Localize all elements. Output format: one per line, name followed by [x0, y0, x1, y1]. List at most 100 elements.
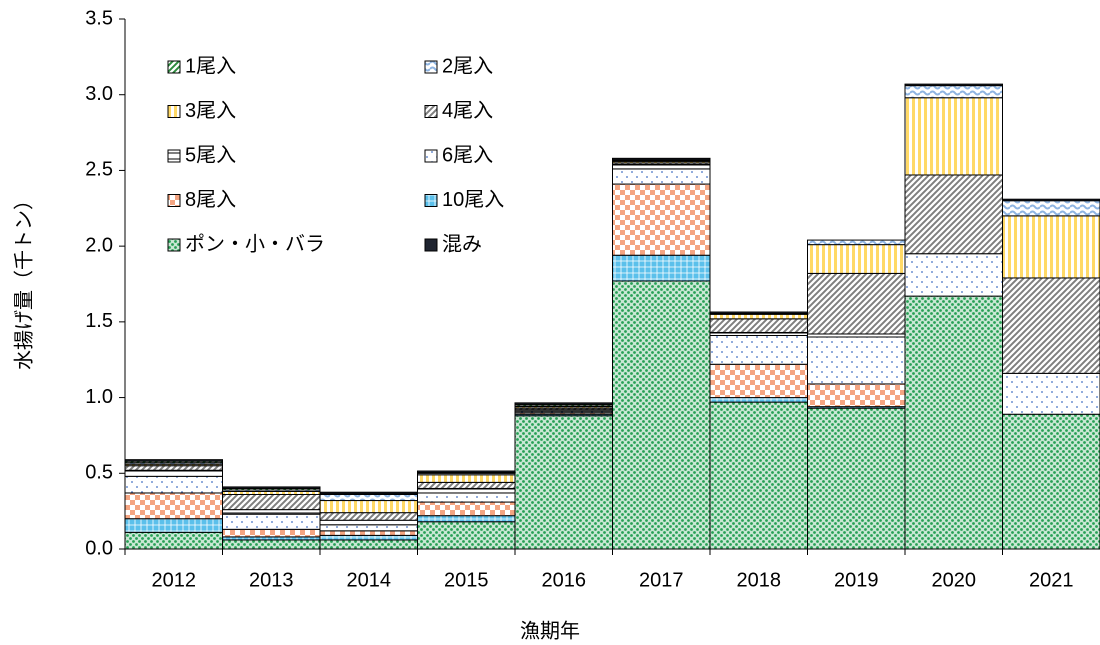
bar-segment — [124, 518, 223, 533]
x-tick-label: 2021 — [1029, 569, 1074, 591]
bar-segment — [1002, 215, 1100, 279]
x-tick-label: 2016 — [542, 569, 587, 591]
bar-segment — [709, 363, 808, 399]
bar-segment — [514, 415, 613, 550]
y-tick-label: 0.0 — [85, 537, 113, 559]
legend-swatch — [167, 105, 181, 118]
bar-segment — [612, 157, 711, 161]
legend-label: 3尾入 — [185, 100, 236, 122]
bar-segment — [319, 493, 418, 502]
legend-swatch — [424, 105, 438, 118]
bar-segment — [124, 492, 223, 520]
y-tick-label: 1.0 — [85, 386, 113, 408]
bar-segment — [709, 401, 808, 550]
x-tick-label: 2015 — [444, 569, 489, 591]
bar-segment — [1002, 372, 1100, 415]
bar-segment — [904, 85, 1003, 99]
x-tick-label: 2020 — [932, 569, 977, 591]
bar-segment — [709, 397, 808, 403]
bar-segment — [319, 512, 418, 521]
x-tick-label: 2017 — [639, 569, 684, 591]
legend-label: 5尾入 — [185, 144, 236, 166]
y-tick-label: 2.5 — [85, 159, 113, 181]
bar-segment — [417, 470, 516, 474]
x-tick-label: 2012 — [152, 569, 197, 591]
bar-segment — [709, 318, 808, 333]
bar-segment — [1002, 413, 1100, 550]
x-tick-label: 2014 — [347, 569, 392, 591]
bar-segment — [904, 253, 1003, 297]
legend-swatch — [424, 238, 438, 252]
bar-segment — [319, 500, 418, 514]
bar-segment — [417, 474, 516, 483]
legend-label: 4尾入 — [442, 100, 493, 122]
bar-segment — [709, 311, 808, 315]
bar-segment — [319, 530, 418, 536]
bar-segment — [904, 174, 1003, 255]
bar-segment — [417, 492, 516, 503]
bar-segment — [709, 313, 808, 320]
legend-swatch — [167, 238, 181, 252]
x-tick-label: 2013 — [249, 569, 294, 591]
bar-segment — [612, 183, 711, 256]
bar-segment — [124, 469, 223, 477]
y-axis-label: 水揚げ量（千トン） — [12, 190, 35, 370]
bar-segment — [417, 481, 516, 489]
bar-segment — [417, 521, 516, 550]
bar-segment — [904, 295, 1003, 550]
bar-segment — [222, 486, 321, 489]
bar-segment — [1002, 277, 1100, 374]
bar-segment — [807, 239, 906, 246]
bar-segment — [514, 402, 613, 405]
bar-segment — [1002, 198, 1100, 202]
legend-swatch — [424, 149, 438, 163]
legend-swatch — [167, 60, 181, 74]
bar-segment — [904, 97, 1003, 176]
bar-segment — [319, 539, 418, 550]
y-tick-label: 1.5 — [85, 310, 113, 332]
bar-segment — [807, 383, 906, 408]
bar-segment — [904, 83, 1003, 87]
legend-label: 6尾入 — [442, 144, 493, 166]
bar-segment — [807, 244, 906, 274]
legend-swatch — [424, 194, 438, 207]
bar-segment — [417, 487, 516, 494]
bar-segment — [807, 272, 906, 335]
bar-segment — [612, 168, 711, 185]
bar-segment — [222, 513, 321, 530]
bar-segment — [417, 501, 516, 517]
bar-segment — [612, 163, 711, 170]
bar-segment — [319, 524, 418, 532]
bar-segment — [124, 475, 223, 494]
legend-label: 2尾入 — [442, 55, 493, 77]
legend-label: 10尾入 — [442, 189, 504, 211]
y-tick-label: 0.5 — [85, 462, 113, 484]
legend-swatch — [167, 149, 181, 163]
bar-segment — [709, 334, 808, 365]
bar-segment — [319, 519, 418, 526]
bar-segment — [417, 515, 516, 523]
bar-segment — [222, 493, 321, 511]
bar-segment — [319, 491, 418, 495]
y-tick-label: 2.0 — [85, 234, 113, 256]
legend-label: 8尾入 — [185, 189, 236, 211]
bar-segment — [124, 459, 223, 462]
bar-segment — [1002, 200, 1100, 217]
bar-segment — [222, 539, 321, 550]
bar-segment — [222, 528, 321, 538]
legend-swatch — [424, 60, 438, 74]
legend-label: 1尾入 — [185, 55, 236, 77]
legend-label: 混み — [442, 232, 482, 255]
legend-swatch — [167, 194, 181, 207]
y-tick-label: 3.0 — [85, 83, 113, 105]
bar-segment — [612, 280, 711, 550]
bar-segment — [807, 407, 906, 550]
legend-label: ポン・小・バラ — [185, 232, 325, 255]
bar-segment — [124, 465, 223, 471]
x-tick-label: 2019 — [834, 569, 879, 591]
x-axis-label: 漁期年 — [520, 619, 580, 642]
bar-segment — [222, 509, 321, 515]
bar-segment — [807, 336, 906, 385]
y-tick-label: 3.5 — [85, 7, 113, 29]
